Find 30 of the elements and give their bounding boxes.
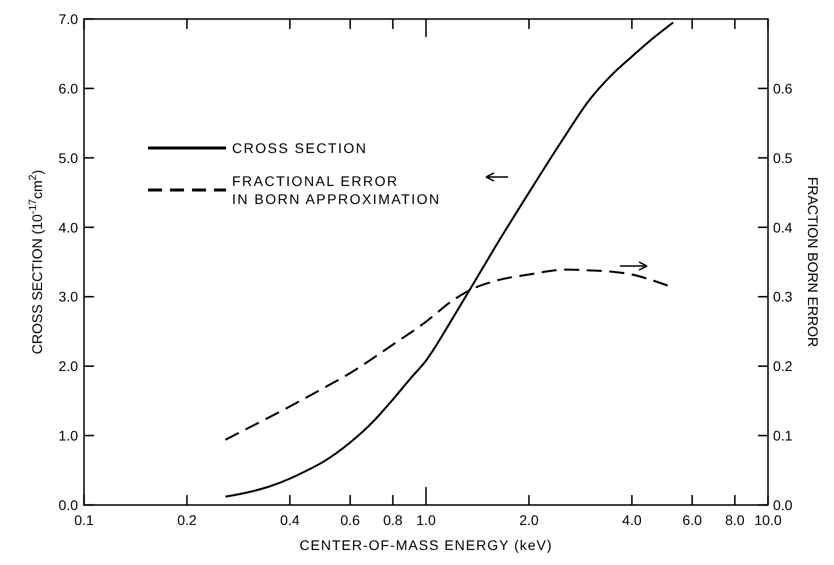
y2-tick-label: 0.2 bbox=[773, 358, 793, 374]
y2-tick-label: 0.1 bbox=[773, 428, 793, 444]
y-tick-label: 3.0 bbox=[58, 288, 78, 305]
x-tick-label: 6.0 bbox=[682, 512, 702, 528]
y2-axis-title: FRACTION BORN ERROR bbox=[805, 176, 821, 348]
y2-tick-label: 0.6 bbox=[773, 80, 793, 96]
x-tick-label: 2.0 bbox=[519, 512, 539, 528]
y-tick-label: 4.0 bbox=[58, 219, 78, 236]
x-tick-label: 0.1 bbox=[74, 512, 94, 528]
legend-label: CROSS SECTION bbox=[232, 140, 368, 156]
x-tick-label: 4.0 bbox=[622, 512, 642, 528]
y-tick-label: 6.0 bbox=[58, 80, 78, 96]
y-tick-label: 2.0 bbox=[58, 358, 78, 374]
x-tick-label: 0.6 bbox=[340, 512, 360, 528]
x-tick-label: 10.0 bbox=[754, 512, 782, 528]
x-tick-label: 1.0 bbox=[416, 512, 436, 528]
y-tick-label: 7.0 bbox=[58, 11, 78, 27]
y2-tick-label: 0.4 bbox=[773, 219, 793, 236]
x-tick-label: 0.2 bbox=[177, 512, 197, 528]
y-tick-label: 0.0 bbox=[58, 497, 78, 513]
x-tick-label: 0.4 bbox=[280, 512, 300, 528]
y2-tick-label: 0.0 bbox=[773, 497, 793, 513]
x-axis-title: CENTER-OF-MASS ENERGY (keV) bbox=[299, 537, 553, 553]
y-tick-label: 1.0 bbox=[58, 428, 78, 444]
x-tick-label: 0.8 bbox=[383, 512, 403, 528]
y-tick-label: 5.0 bbox=[58, 150, 78, 166]
y2-tick-label: 0.3 bbox=[773, 288, 793, 305]
legend-label: FRACTIONAL ERROR IN BORN APPROXIMATION bbox=[232, 173, 441, 207]
x-tick-label: 8.0 bbox=[725, 512, 745, 528]
y2-tick-label: 0.5 bbox=[773, 150, 793, 166]
